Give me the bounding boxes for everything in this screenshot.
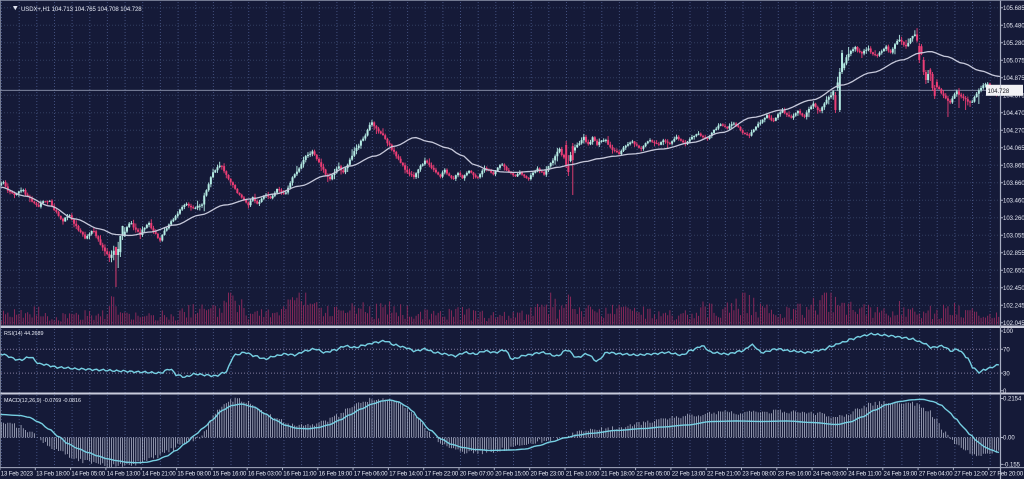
svg-text:23 Feb 08:00: 23 Feb 08:00 xyxy=(742,472,776,478)
svg-text:27 Feb 20:00: 27 Feb 20:00 xyxy=(989,472,1023,478)
svg-text:102.450: 102.450 xyxy=(1003,286,1024,292)
svg-text:13 Feb 18:00: 13 Feb 18:00 xyxy=(36,472,70,478)
svg-text:105.280: 105.280 xyxy=(1003,41,1024,47)
svg-text:23 Feb 16:00: 23 Feb 16:00 xyxy=(778,472,812,478)
svg-text:104.875: 104.875 xyxy=(1003,76,1024,82)
svg-text:15 Feb 08:00: 15 Feb 08:00 xyxy=(177,472,211,478)
svg-text:15 Feb 16:00: 15 Feb 16:00 xyxy=(213,472,247,478)
svg-text:20 Feb 23:00: 20 Feb 23:00 xyxy=(530,472,564,478)
svg-text:103.660: 103.660 xyxy=(1003,181,1024,187)
svg-text:16 Feb 11:00: 16 Feb 11:00 xyxy=(283,472,317,478)
svg-text:102.245: 102.245 xyxy=(1003,304,1024,310)
svg-text:103.055: 103.055 xyxy=(1003,234,1024,240)
svg-text:21 Feb 10:00: 21 Feb 10:00 xyxy=(566,472,600,478)
svg-text:16 Feb 19:00: 16 Feb 19:00 xyxy=(319,472,353,478)
svg-text:0.2154: 0.2154 xyxy=(1003,397,1022,403)
svg-text:102.855: 102.855 xyxy=(1003,251,1024,257)
svg-text:RSI(14) 44.2689: RSI(14) 44.2689 xyxy=(4,331,44,337)
svg-text:105.685: 105.685 xyxy=(1003,6,1024,12)
svg-text:14 Feb 13:00: 14 Feb 13:00 xyxy=(107,472,141,478)
svg-text:104.065: 104.065 xyxy=(1003,146,1024,152)
svg-text:17 Feb 14:00: 17 Feb 14:00 xyxy=(389,472,423,478)
svg-text:14 Feb 05:00: 14 Feb 05:00 xyxy=(71,472,105,478)
svg-text:17 Feb 22:00: 17 Feb 22:00 xyxy=(425,472,459,478)
svg-text:16 Feb 03:00: 16 Feb 03:00 xyxy=(248,472,282,478)
svg-text:MACD(12,26,9) -0.0769 -0.0816: MACD(12,26,9) -0.0769 -0.0816 xyxy=(4,398,81,404)
svg-text:24 Feb 11:00: 24 Feb 11:00 xyxy=(848,472,882,478)
svg-text:22 Feb 21:00: 22 Feb 21:00 xyxy=(707,472,741,478)
svg-text:20 Feb 15:00: 20 Feb 15:00 xyxy=(495,472,529,478)
svg-text:22 Feb 05:00: 22 Feb 05:00 xyxy=(636,472,670,478)
svg-text:104.675: 104.675 xyxy=(1003,94,1024,100)
svg-text:102.045: 102.045 xyxy=(1003,321,1024,327)
svg-text:14 Feb 21:00: 14 Feb 21:00 xyxy=(142,472,176,478)
svg-text:0: 0 xyxy=(1003,389,1007,395)
svg-text:100: 100 xyxy=(1003,329,1014,335)
svg-text:22 Feb 13:00: 22 Feb 13:00 xyxy=(672,472,706,478)
svg-text:105.075: 105.075 xyxy=(1003,59,1024,65)
svg-text:104.728: 104.728 xyxy=(988,89,1010,95)
svg-text:30: 30 xyxy=(1003,371,1010,377)
svg-text:102.650: 102.650 xyxy=(1003,269,1024,275)
svg-text:USDX+,H1 104.713 104.765 104.7: USDX+,H1 104.713 104.765 104.708 104.728 xyxy=(21,7,142,13)
svg-text:0.00: 0.00 xyxy=(1003,436,1015,442)
svg-text:104.470: 104.470 xyxy=(1003,111,1024,117)
svg-text:24 Feb 19:00: 24 Feb 19:00 xyxy=(884,472,918,478)
svg-text:70: 70 xyxy=(1003,347,1010,353)
svg-text:103.460: 103.460 xyxy=(1003,199,1024,205)
svg-text:17 Feb 06:00: 17 Feb 06:00 xyxy=(354,472,388,478)
svg-text:105.480: 105.480 xyxy=(1003,24,1024,30)
svg-text:20 Feb 07:00: 20 Feb 07:00 xyxy=(460,472,494,478)
svg-text:-0.155: -0.155 xyxy=(1003,463,1021,469)
svg-text:103.865: 103.865 xyxy=(1003,164,1024,170)
svg-text:27 Feb 04:00: 27 Feb 04:00 xyxy=(919,472,953,478)
svg-text:27 Feb 12:00: 27 Feb 12:00 xyxy=(954,472,988,478)
svg-text:104.270: 104.270 xyxy=(1003,129,1024,135)
svg-text:103.260: 103.260 xyxy=(1003,216,1024,222)
svg-text:21 Feb 18:00: 21 Feb 18:00 xyxy=(601,472,635,478)
svg-text:13 Feb 2023: 13 Feb 2023 xyxy=(1,472,34,478)
svg-text:24 Feb 03:00: 24 Feb 03:00 xyxy=(813,472,847,478)
